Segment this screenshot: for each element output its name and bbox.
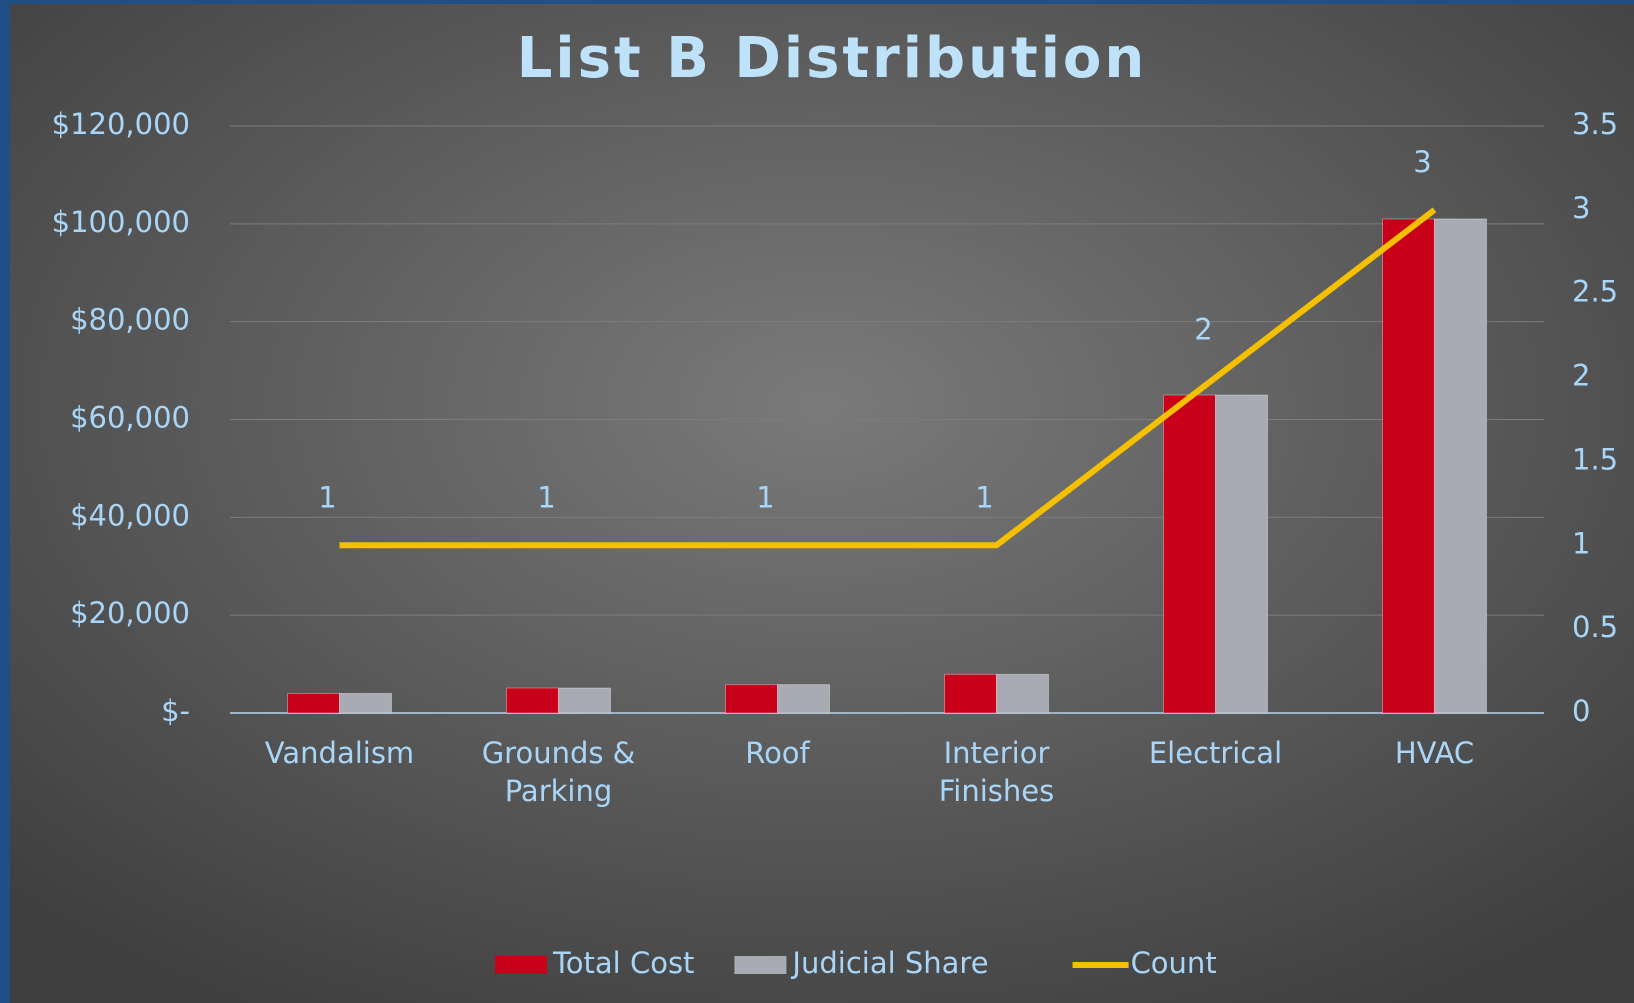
y2-tick-label: 0.5 — [1572, 610, 1618, 644]
bar — [1382, 218, 1435, 714]
y-tick-label: $40,000 — [70, 498, 190, 532]
data-label: 2 — [1194, 313, 1212, 347]
x-tick-label: HVAC — [1395, 736, 1474, 770]
y-tick-label: $60,000 — [70, 401, 190, 435]
bar — [996, 673, 1049, 714]
data-label: 1 — [756, 480, 774, 514]
bar — [944, 673, 997, 714]
bar — [339, 692, 392, 714]
data-label: 1 — [537, 480, 555, 514]
line — [339, 207, 1437, 549]
chart-title: List B Distribution — [517, 26, 1148, 91]
y2-tick-label: 1 — [1572, 526, 1590, 560]
bar — [777, 684, 830, 714]
y-tick-label: $20,000 — [70, 596, 190, 630]
data-label: 3 — [1413, 145, 1431, 179]
legend-swatch — [495, 956, 547, 974]
y-tick-label: $120,000 — [52, 107, 190, 141]
bar — [725, 684, 778, 714]
y2-tick-label: 0 — [1572, 694, 1590, 728]
y2-tick-label: 3.5 — [1572, 107, 1618, 141]
y-tick-label: $- — [161, 694, 190, 728]
legend-swatch — [734, 956, 787, 974]
y2-tick-label: 1.5 — [1572, 442, 1618, 476]
data-label: 1 — [975, 480, 993, 514]
data-label: 1 — [318, 480, 336, 514]
x-tick-label: Vandalism — [265, 736, 414, 770]
legend-label: Count — [1131, 946, 1217, 980]
bar — [287, 692, 340, 714]
y-tick-label: $80,000 — [70, 303, 190, 337]
y-tick-label: $100,000 — [52, 205, 190, 239]
chart-background — [10, 4, 1634, 1003]
bar — [1434, 218, 1487, 714]
x-tick-label: Grounds & Parking — [482, 736, 636, 808]
y2-tick-label: 2.5 — [1572, 275, 1618, 309]
y2-tick-label: 3 — [1572, 191, 1590, 225]
bar — [1215, 394, 1268, 714]
x-tick-label: Electrical — [1149, 736, 1282, 770]
legend-label: Judicial Share — [790, 946, 988, 980]
x-tick-label: Roof — [745, 736, 810, 770]
legend-label: Total Cost — [552, 946, 694, 980]
bar — [506, 687, 559, 714]
bar — [558, 687, 611, 714]
y2-tick-label: 2 — [1572, 359, 1590, 393]
x-tick-label: Interior Finishes — [939, 736, 1055, 808]
bar — [1163, 394, 1216, 714]
